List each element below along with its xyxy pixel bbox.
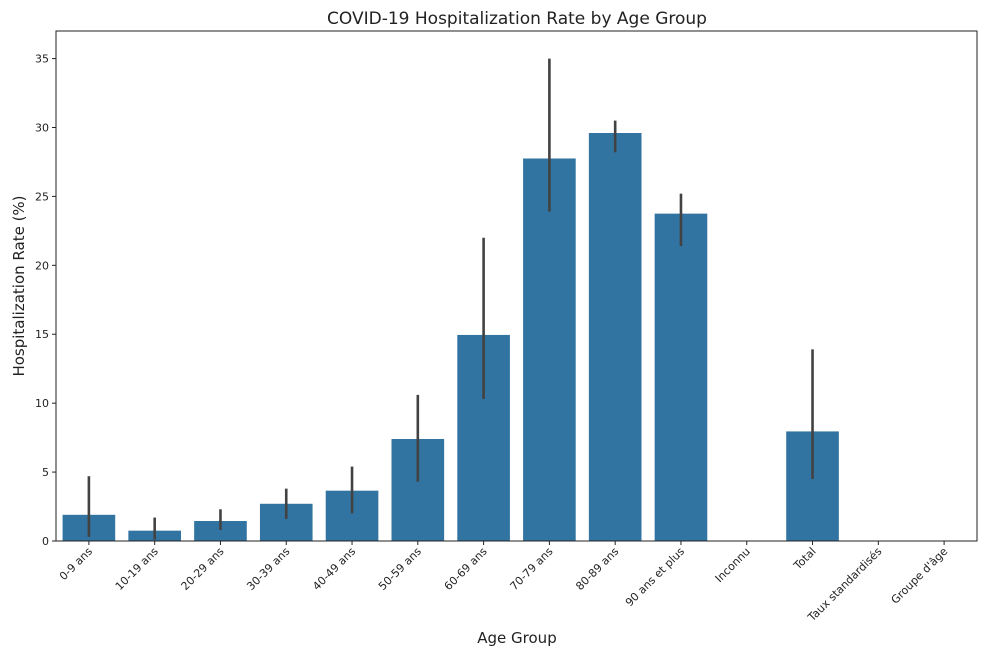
y-axis-label: Hospitalization Rate (%) [10,195,28,376]
bars-layer [62,133,839,541]
bar [588,133,642,541]
x-tick-label: Inconnu [713,545,753,585]
x-tick-label: 80-89 ans [573,545,621,593]
x-tick-label: 0-9 ans [57,545,95,583]
bar [194,521,247,541]
x-axis-label: Age Group [477,629,556,647]
y-tick-label: 0 [42,535,49,548]
y-tick-label: 5 [42,466,49,479]
bar [654,213,708,541]
x-tick-label: 90 ans et plus [623,545,687,609]
x-tick-label: Groupe d'âge [889,545,951,607]
error-bars-layer [87,58,814,540]
y-axis: 0 5 10 15 20 25 30 35 [35,53,56,548]
x-tick-label: Taux standardisés [805,545,885,625]
y-tick-label: 35 [35,53,49,66]
chart-title: COVID-19 Hospitalization Rate by Age Gro… [327,9,707,29]
x-tick-label: 50-59 ans [376,545,424,593]
plot-frame [55,30,978,542]
x-axis: 0-9 ans 10-19 ans 20-29 ans 30-39 ans 40-49 … [57,541,950,625]
x-tick-label: 20-29 ans [179,545,227,593]
x-tick-label: Total [791,545,819,573]
y-tick-label: 30 [35,121,49,134]
x-tick-label: 10-19 ans [113,545,161,593]
bar [523,158,576,541]
x-tick-label: 40-49 ans [310,545,358,593]
x-tick-label: 30-39 ans [244,545,292,593]
y-tick-label: 15 [35,328,49,341]
y-tick-label: 10 [35,397,49,410]
y-tick-label: 25 [35,190,49,203]
x-tick-label: 70-79 ans [507,545,555,593]
y-tick-label: 20 [35,259,49,272]
x-tick-label: 60-69 ans [442,545,490,593]
